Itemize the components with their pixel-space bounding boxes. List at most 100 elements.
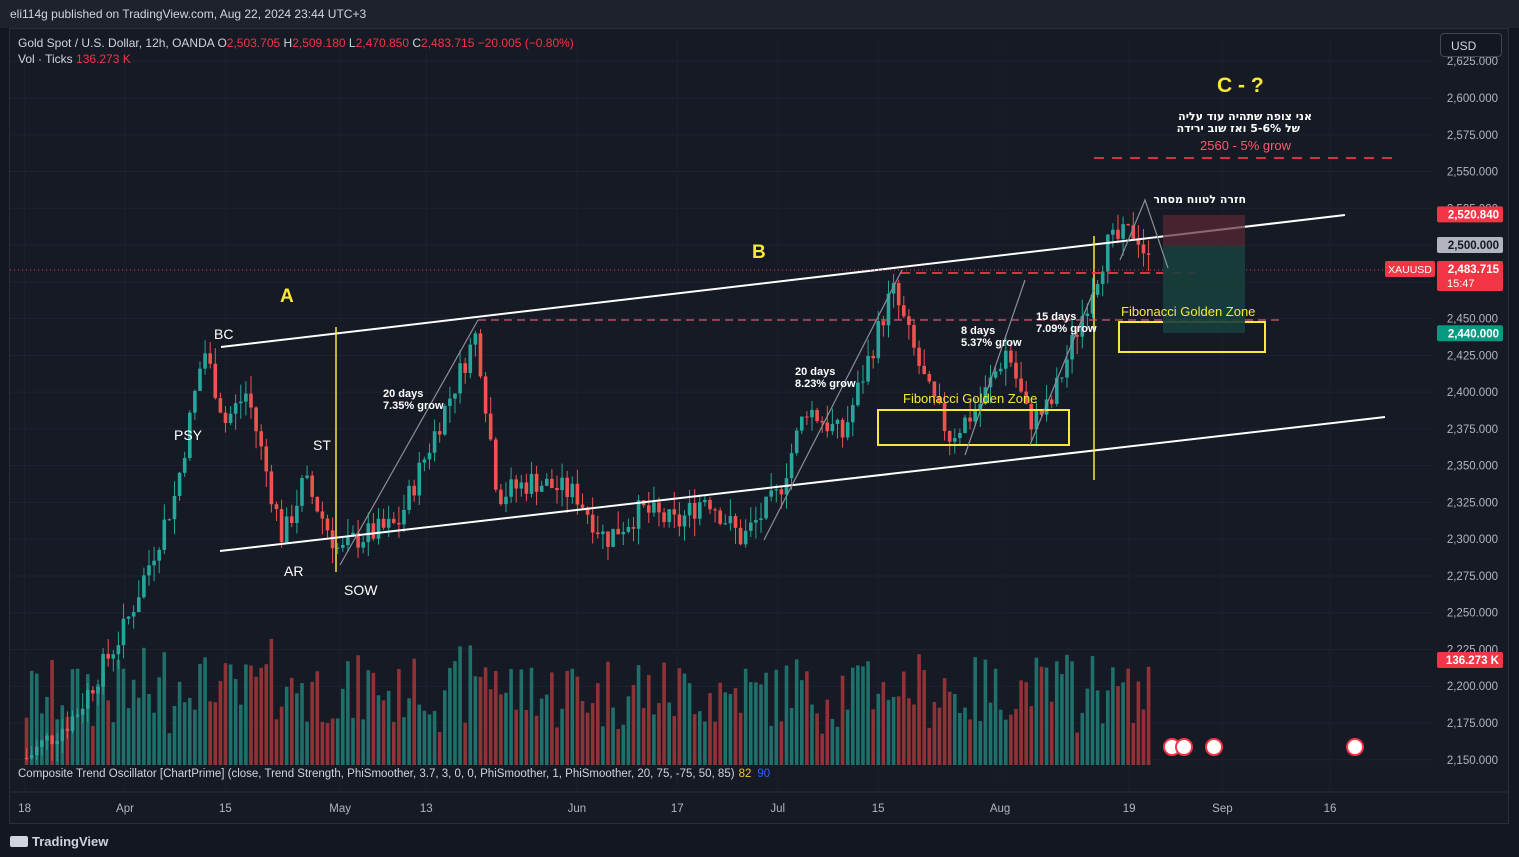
volume-bar (509, 669, 513, 765)
candle (672, 491, 677, 528)
candle-body (458, 363, 462, 394)
candle (131, 605, 136, 629)
candle (529, 461, 534, 498)
volume-bar (825, 699, 830, 765)
candle-body (830, 423, 835, 432)
x-tick-label: Sep (1212, 803, 1232, 815)
x-tick-label: 19 (1123, 803, 1136, 815)
candle-body (279, 509, 284, 543)
candle (499, 483, 503, 506)
x-tick-label: 13 (420, 803, 433, 815)
high-value: 2,509.180 (292, 36, 346, 50)
candle-body (789, 453, 794, 479)
candle-body (703, 499, 707, 503)
candle (560, 463, 564, 507)
volume-bar (1116, 686, 1120, 765)
candle (677, 502, 682, 537)
volume-bar (1070, 661, 1074, 765)
volume-label[interactable]: Vol · Ticks (18, 52, 73, 66)
us-flag-icon (1205, 738, 1223, 756)
candle (203, 340, 207, 375)
candle-body (295, 505, 299, 523)
volume-bar (759, 684, 763, 765)
volume-bar (442, 690, 447, 765)
volume-bar (958, 712, 962, 765)
candle-body (96, 686, 100, 694)
candle-body (131, 612, 136, 617)
volume-bar (131, 679, 136, 765)
candle-body (356, 532, 360, 548)
candle-body (1065, 359, 1069, 378)
candle-body (136, 597, 141, 613)
volume-bar (1065, 654, 1069, 765)
candle (1100, 265, 1105, 297)
candle-body (213, 363, 218, 399)
candle (937, 383, 942, 405)
volume-bar (565, 670, 569, 765)
y-tick-label: 2,175.000 (1447, 718, 1498, 730)
move-arrow-1 (339, 319, 479, 566)
candle-body (886, 293, 891, 326)
candle-body (764, 496, 768, 519)
candle (300, 474, 304, 512)
volume-bar (65, 717, 70, 765)
candle-body (779, 489, 784, 495)
candle (310, 471, 314, 504)
price-badge-countdown: 15:47 (1447, 278, 1475, 290)
volume-bar (310, 681, 314, 765)
volume-line: Vol · Ticks 136.273 K (18, 51, 574, 67)
candle-body (116, 645, 121, 655)
candle (1146, 240, 1151, 272)
candle (1111, 223, 1115, 248)
volume-bar (835, 726, 840, 765)
candle (1060, 377, 1064, 383)
currency-button[interactable]: USD (1440, 33, 1502, 57)
oscillator-legend[interactable]: Composite Trend Oscillator [ChartPrime] … (18, 768, 770, 780)
tradingview-logo[interactable]: TradingView (10, 834, 108, 849)
candle-body (75, 714, 80, 717)
candle (1126, 223, 1130, 226)
candle (519, 474, 524, 497)
candle (509, 467, 513, 504)
symbol-name[interactable]: Gold Spot / U.S. Dollar, 12h, OANDA (18, 36, 215, 50)
candle-body (667, 509, 671, 523)
y-tick-label: 2,350.000 (1447, 461, 1498, 473)
volume-bar (254, 676, 258, 765)
price-badge: 2,440.000 (1437, 325, 1503, 342)
volume-bar (754, 682, 758, 765)
volume-bar (259, 667, 263, 765)
volume-bar (1080, 712, 1085, 765)
candle (45, 732, 49, 751)
candle-body (529, 473, 534, 494)
candle-body (198, 368, 202, 391)
volume-bar (412, 658, 416, 765)
volume-bar (840, 675, 845, 765)
candle (1054, 367, 1059, 407)
candle-body (539, 485, 544, 492)
candle (24, 748, 29, 761)
volume-bar (432, 710, 437, 765)
candle (50, 734, 54, 761)
candle (106, 639, 110, 667)
candle-body (697, 502, 702, 519)
candle (167, 518, 172, 522)
candle-body (555, 488, 559, 491)
candle-body (351, 532, 355, 536)
volume-bar (34, 673, 39, 765)
candle-body (611, 528, 615, 547)
candle (218, 392, 223, 414)
candle (876, 311, 881, 364)
volume-bar (539, 698, 544, 765)
candle (458, 349, 462, 404)
volume-bars (24, 638, 1151, 765)
candle (805, 411, 809, 425)
candle-body (289, 516, 294, 523)
candle-body (1024, 391, 1028, 405)
candle (1024, 380, 1028, 405)
x-tick-label: Apr (116, 803, 134, 815)
drawings: A B C - ? BC PSY ST AR SOW 20 days 7.35%… (10, 74, 1435, 598)
candle (1065, 344, 1069, 388)
volume-bar (1054, 661, 1059, 765)
x-tick-label: 18 (18, 803, 31, 815)
